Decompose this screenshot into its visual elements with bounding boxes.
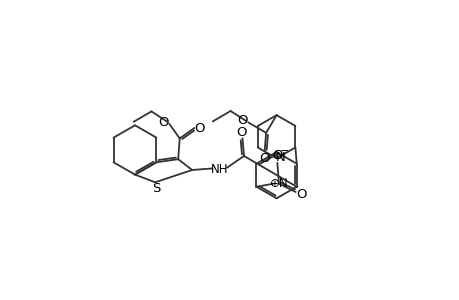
Text: O: O	[158, 116, 169, 129]
Text: O: O	[295, 188, 306, 201]
Text: −: −	[279, 146, 288, 156]
Text: O: O	[259, 152, 269, 165]
Text: O: O	[237, 114, 248, 128]
Text: O: O	[236, 126, 246, 139]
Text: N: N	[275, 151, 285, 164]
Text: S: S	[151, 182, 160, 195]
Text: ⊕N: ⊕N	[269, 177, 288, 190]
Text: O: O	[194, 122, 205, 134]
Text: O: O	[272, 149, 282, 163]
Text: NH: NH	[210, 163, 228, 176]
